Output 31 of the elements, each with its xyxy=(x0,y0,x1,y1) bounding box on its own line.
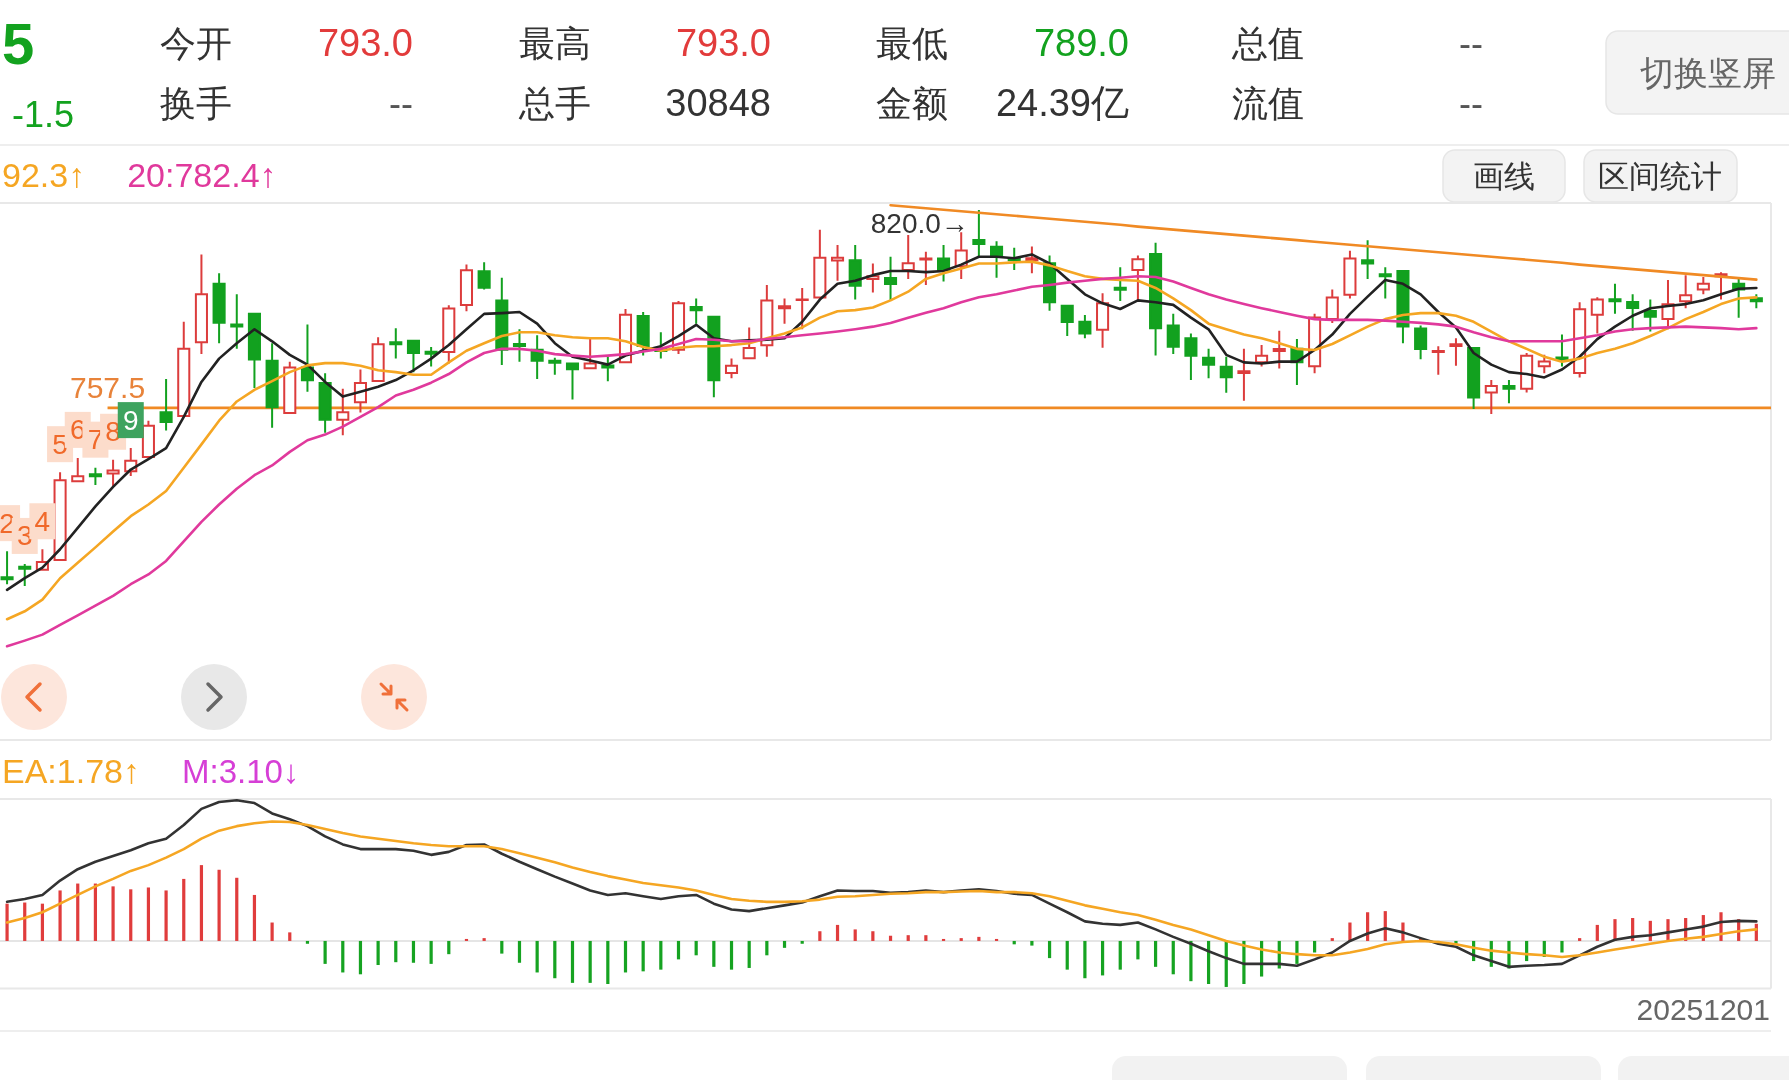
text: 20251201 xyxy=(1636,992,1770,1026)
text: EA:1.78↑ xyxy=(2,752,140,790)
text: 5 xyxy=(2,10,35,76)
text: 流值 xyxy=(1232,82,1304,124)
text: 30848 xyxy=(665,82,771,124)
text: 最低 xyxy=(876,22,948,64)
text: 20:782.4↑ xyxy=(127,156,277,194)
text: 金额 xyxy=(876,82,948,124)
text: M:3.10↓ xyxy=(181,752,300,790)
text: 793.0 xyxy=(675,22,771,64)
text: 换手 xyxy=(160,82,232,124)
button: 切换竖屏 xyxy=(1605,30,1789,115)
text: 92.3↑ xyxy=(2,156,86,194)
button: 画线 xyxy=(1442,149,1566,203)
text: 7 xyxy=(87,424,104,456)
text: 总值 xyxy=(1231,22,1304,64)
text: 9 xyxy=(122,404,139,436)
text: 789.0 xyxy=(1033,22,1129,64)
annotation: 757.5 xyxy=(70,371,146,405)
text: 最高 xyxy=(519,22,591,64)
annotation: 820.0→ xyxy=(870,207,969,239)
text: -1.5 xyxy=(12,93,75,135)
text: -- xyxy=(1459,22,1483,64)
text: -- xyxy=(389,82,413,124)
text: 4 xyxy=(34,505,51,537)
text: 793.0 xyxy=(317,22,413,64)
text: 今开 xyxy=(160,22,232,64)
text: 24.39亿 xyxy=(995,82,1129,124)
button: 区间统计 xyxy=(1583,149,1738,203)
text: 总手 xyxy=(518,82,591,124)
text: -- xyxy=(1459,82,1483,124)
